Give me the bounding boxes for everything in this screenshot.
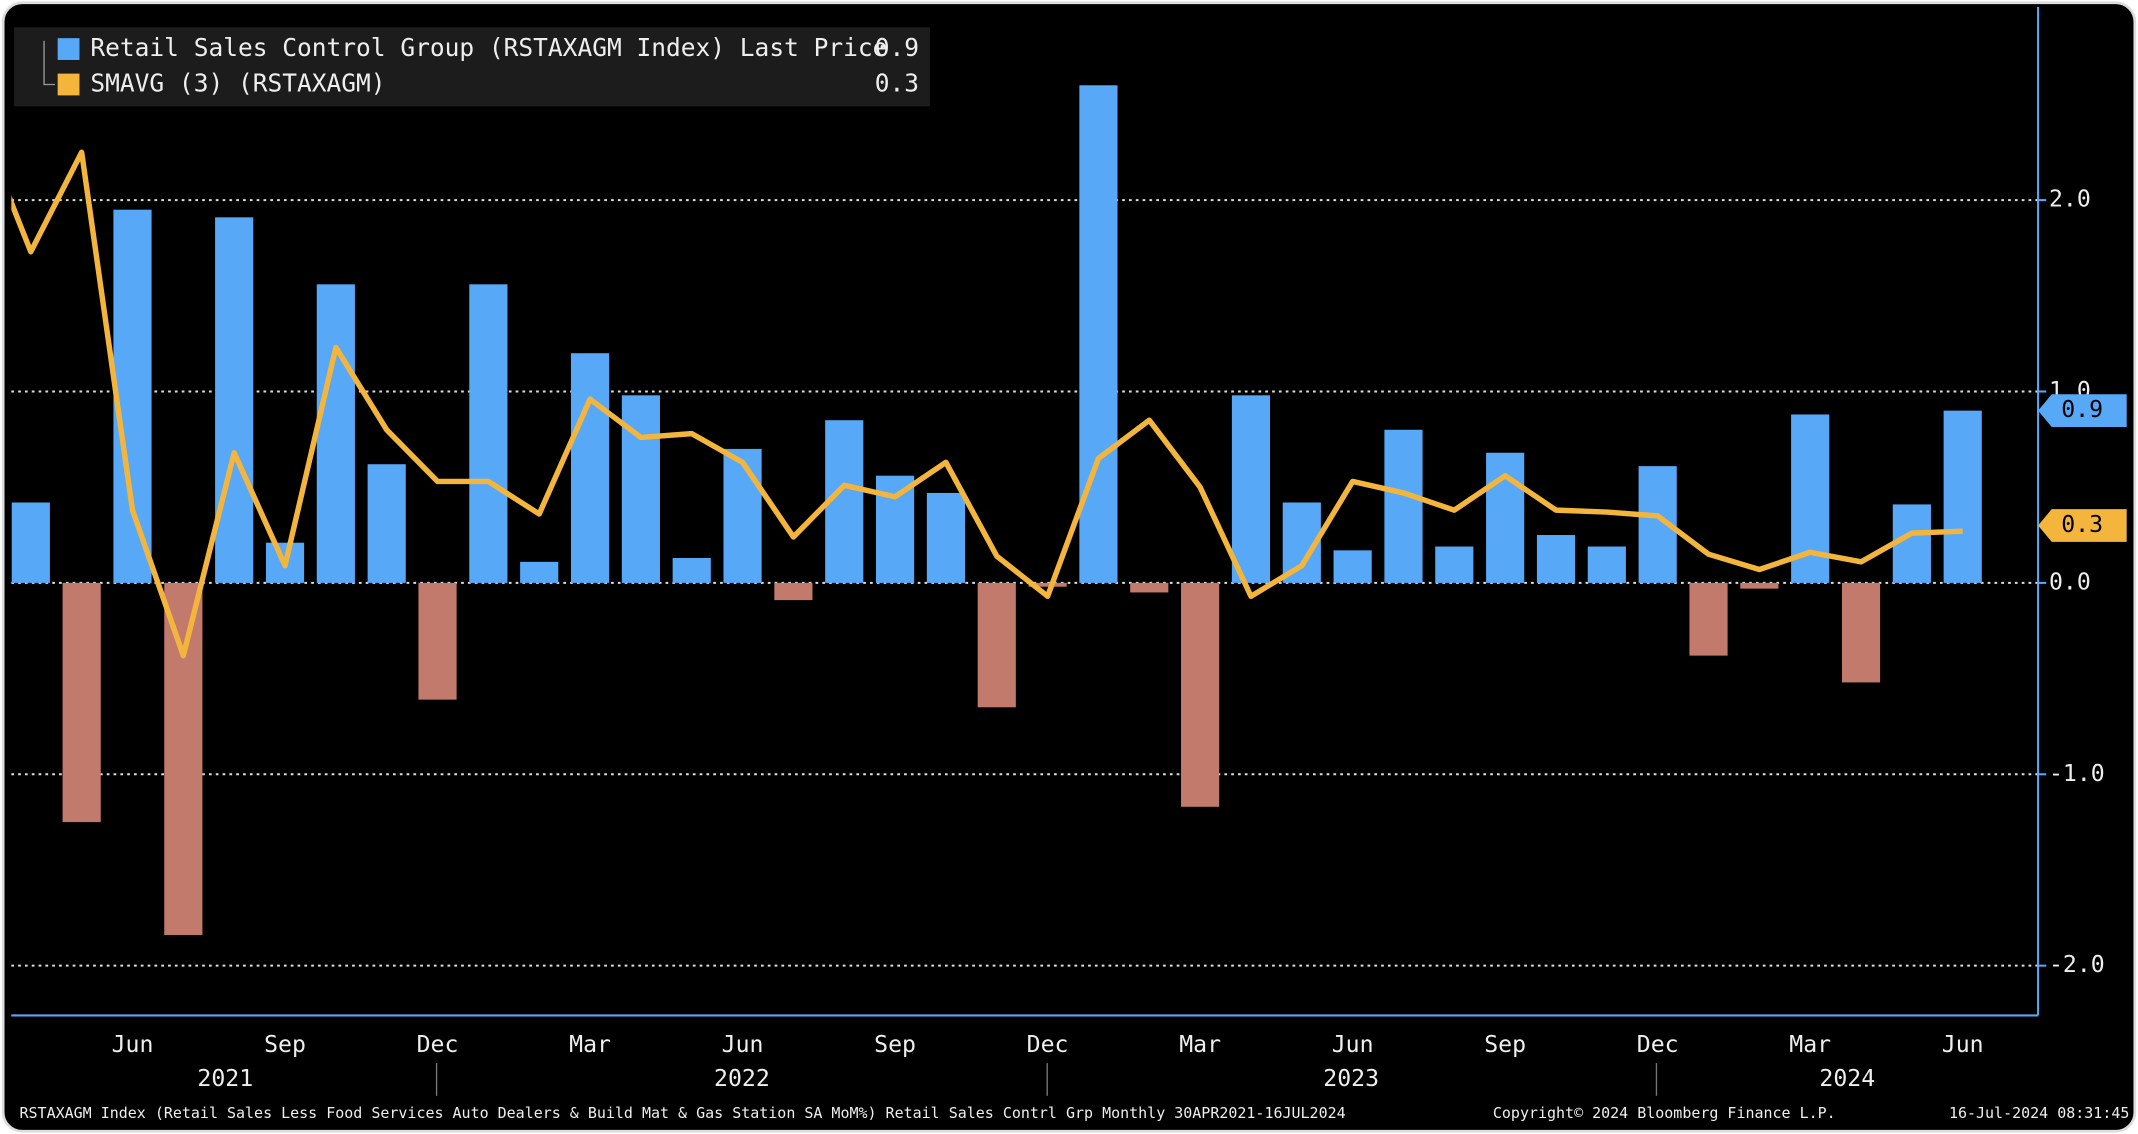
bar (367, 464, 406, 583)
x-tick-label: Jun (1332, 1031, 1374, 1058)
year-label: 2024 (1819, 1065, 1875, 1092)
bar (215, 217, 254, 583)
sma-line (11, 149, 1963, 659)
bar (1435, 546, 1474, 583)
bar (774, 582, 813, 601)
legend-bracket (43, 40, 55, 86)
bar (113, 209, 152, 583)
y-tick-label: 2.0 (2049, 186, 2091, 213)
bar (1384, 429, 1423, 583)
bar (520, 561, 559, 583)
y-tick-label: 0.0 (2049, 568, 2091, 595)
year-label: 2022 (714, 1065, 770, 1092)
timestamp: 16-Jul-2024 08:31:45 (1949, 1104, 2129, 1122)
y-tick-label: -2.0 (2049, 951, 2105, 978)
bar (11, 502, 50, 583)
x-tick-label: Mar (1179, 1031, 1221, 1058)
x-tick-label: Jun (112, 1031, 154, 1058)
bar (1841, 582, 1881, 683)
bar (672, 558, 711, 583)
x-tick-label: Mar (1789, 1031, 1831, 1058)
bar (1536, 535, 1576, 583)
bar (1079, 85, 1118, 583)
year-label: 2021 (197, 1065, 253, 1092)
bar (1130, 582, 1169, 593)
legend-last: 0.3 (875, 69, 919, 98)
bar (418, 582, 457, 700)
bar (1181, 582, 1220, 807)
bar (1689, 582, 1728, 656)
year-label: 2023 (1323, 1065, 1379, 1092)
bar (1892, 504, 1931, 583)
last-value-label: 0.3 (2061, 511, 2103, 538)
footer: RSTAXAGM Index (Retail Sales Less Food S… (20, 1104, 1346, 1122)
bar (621, 395, 660, 583)
y-tick-label: -1.0 (2049, 760, 2105, 787)
legend: Retail Sales Control Group (RSTAXAGM Ind… (14, 27, 930, 107)
bar (570, 353, 610, 583)
bar (164, 582, 203, 936)
bar (1587, 546, 1626, 583)
bar (1486, 452, 1525, 583)
x-tick-label: Sep (874, 1031, 916, 1058)
legend-box (14, 27, 930, 107)
bar (469, 284, 508, 583)
bar (926, 492, 966, 583)
x-tick-label: Sep (1484, 1031, 1526, 1058)
last-value-label: 0.9 (2061, 396, 2103, 423)
legend-swatch (57, 38, 80, 60)
bar (1231, 395, 1271, 583)
bar (977, 582, 1016, 708)
x-tick-label: Jun (1942, 1031, 1984, 1058)
copyright: Copyright© 2024 Bloomberg Finance L.P. (1493, 1104, 1836, 1122)
last-value-tag (2038, 394, 2127, 427)
x-tick-label: Mar (569, 1031, 611, 1058)
legend-label: Retail Sales Control Group (RSTAXAGM Ind… (90, 33, 887, 62)
x-tick-label: Dec (1637, 1031, 1679, 1058)
x-tick-label: Dec (1027, 1031, 1069, 1058)
x-tick-label: Jun (722, 1031, 764, 1058)
bar (1740, 582, 1779, 589)
x-tick-label: Sep (264, 1031, 306, 1058)
bar (1028, 582, 1067, 587)
bar (62, 582, 101, 823)
x-tick-label: Dec (417, 1031, 459, 1058)
legend-label: SMAVG (3) (RSTAXAGM) (90, 69, 385, 98)
legend-last: 0.9 (875, 33, 919, 62)
bar (316, 284, 355, 583)
bar (1333, 550, 1372, 583)
last-value-tag (2038, 509, 2127, 542)
bar (1943, 410, 1982, 583)
legend-swatch (57, 73, 80, 96)
bar (723, 448, 762, 583)
plot-area (11, 85, 1982, 936)
